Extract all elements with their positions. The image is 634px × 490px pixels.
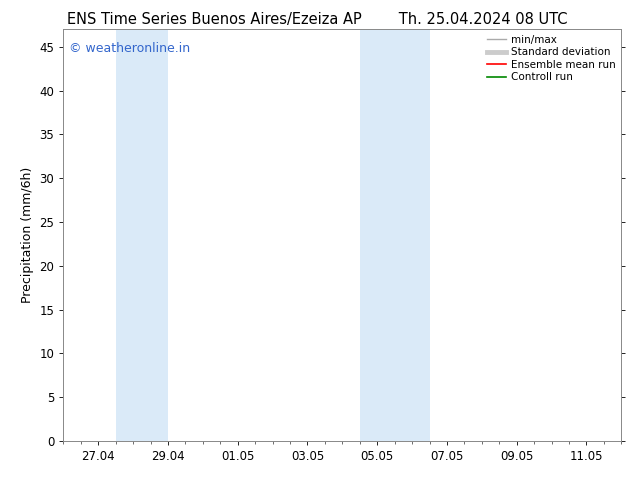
Bar (115, 29, 168, 441)
Legend: min/max, Standard deviation, Ensemble mean run, Controll run: min/max, Standard deviation, Ensemble me… (485, 32, 618, 84)
Text: ENS Time Series Buenos Aires/Ezeiza AP        Th. 25.04.2024 08 UTC: ENS Time Series Buenos Aires/Ezeiza AP T… (67, 12, 567, 27)
Bar (359, 29, 429, 441)
Text: © weatheronline.in: © weatheronline.in (69, 42, 190, 55)
Y-axis label: Precipitation (mm/6h): Precipitation (mm/6h) (21, 167, 34, 303)
